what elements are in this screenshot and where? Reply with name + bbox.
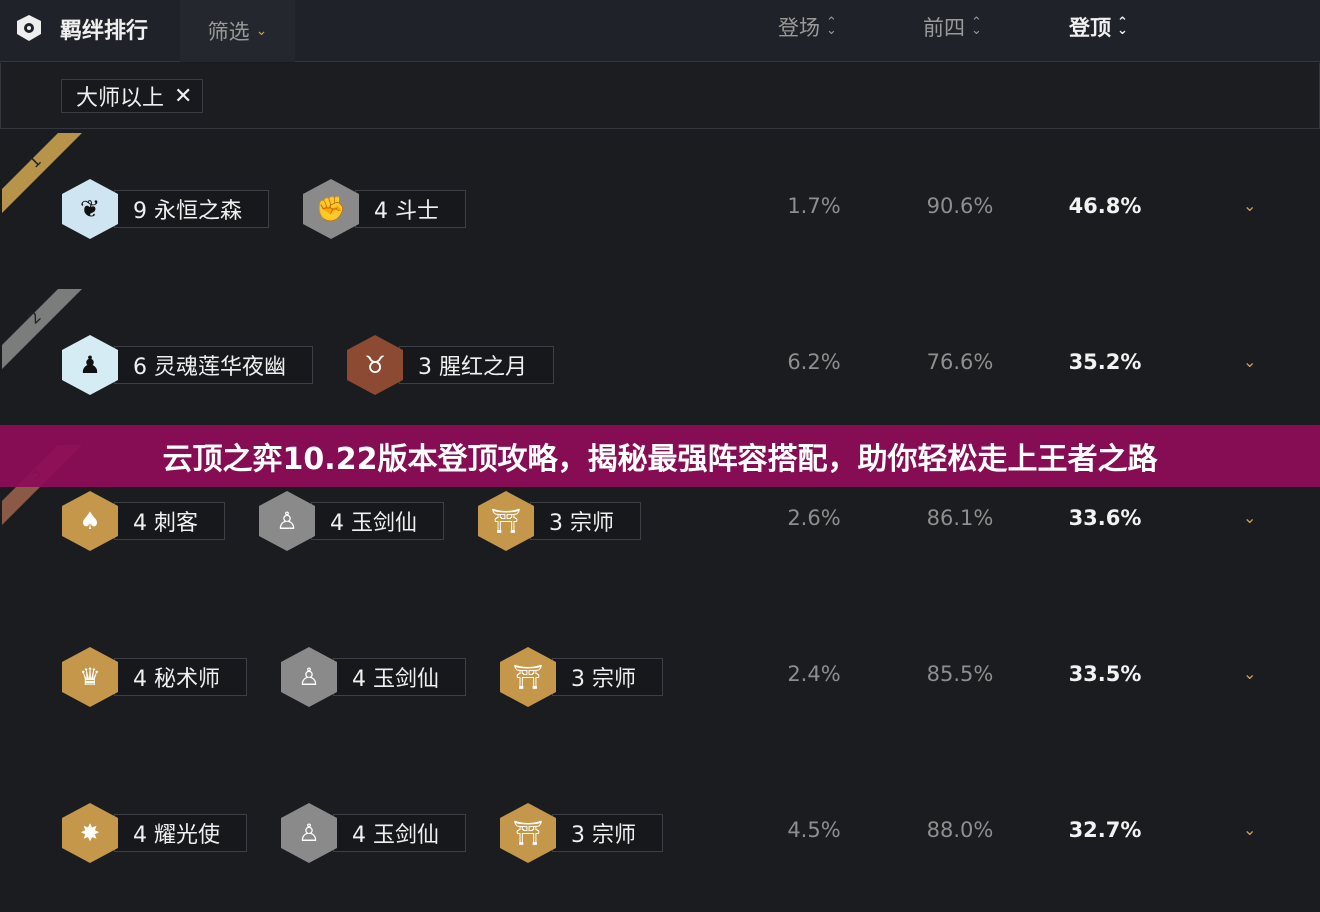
- sort-icon: ⌃ ⌄: [826, 15, 837, 38]
- table-row[interactable]: 1 ❦ 9 永恒之森 ✊ 4 斗士 1.7% 90.6% 46.8% ⌄: [0, 130, 1320, 286]
- overlay-banner: 云顶之弈10.22版本登顶攻略，揭秘最强阵容搭配，助你轻松走上王者之路: [0, 425, 1320, 487]
- table-row[interactable]: 2 ♟ 6 灵魂莲华夜幽 ♉ 3 腥红之月 6.2% 76.6% 35.2% ⌄: [0, 286, 1320, 442]
- top4-rate: 88.0%: [926, 818, 994, 842]
- trait-label: 4 刺客: [114, 502, 225, 540]
- trait-item[interactable]: ✊ 4 斗士: [303, 179, 466, 239]
- sort-icon: ⌃ ⌄: [1117, 15, 1128, 38]
- torii-icon: ⛩: [500, 803, 556, 863]
- top4-rate: 76.6%: [926, 350, 994, 374]
- expand-chevron-icon[interactable]: ⌄: [1243, 664, 1257, 683]
- lantern-icon: ♟: [62, 335, 118, 395]
- top4-rate: 90.6%: [926, 194, 994, 218]
- torii-icon: ⛩: [478, 491, 534, 551]
- trait-label: 4 玉剑仙: [311, 502, 444, 540]
- win-rate: 33.5%: [1068, 662, 1142, 686]
- appear-rate: 6.2%: [787, 350, 841, 374]
- trait-label: 4 玉剑仙: [333, 658, 466, 696]
- trait-item[interactable]: ♙ 4 玉剑仙: [259, 491, 444, 551]
- active-filters-bar: 大师以上 ✕: [0, 63, 1320, 129]
- column-header-appear: 登场: [778, 16, 820, 40]
- top4-rate: 85.5%: [926, 662, 994, 686]
- win-rate: 32.7%: [1068, 818, 1142, 842]
- trait-item[interactable]: ✸ 4 耀光使: [62, 803, 247, 863]
- table-row[interactable]: ✸ 4 耀光使 ♙ 4 玉剑仙 ⛩ 3 宗师 4.5% 88.0% 32.7% ⌄: [0, 754, 1320, 910]
- filter-label: 筛选: [207, 20, 250, 44]
- trait-list: ♛ 4 秘术师 ♙ 4 玉剑仙 ⛩ 3 宗师: [62, 647, 663, 707]
- trait-label: 3 宗师: [552, 658, 663, 696]
- meditation-icon: ♙: [259, 491, 315, 551]
- appear-rate: 2.6%: [787, 506, 841, 530]
- trait-label: 4 秘术师: [114, 658, 247, 696]
- trait-label: 4 玉剑仙: [333, 814, 466, 852]
- filter-dropdown[interactable]: 筛选 ⌄: [180, 0, 295, 62]
- rank-ribbon: 2: [2, 289, 82, 369]
- column-header-win: 登顶: [1069, 16, 1111, 40]
- crown-icon: ♛: [62, 647, 118, 707]
- appear-rate: 2.4%: [787, 662, 841, 686]
- appear-rate: 1.7%: [787, 194, 841, 218]
- chevron-down-icon: ⌄: [255, 23, 268, 39]
- sprout-icon: ❦: [62, 179, 118, 239]
- column-header-top4: 前四: [923, 16, 965, 40]
- trait-label: 4 耀光使: [114, 814, 247, 852]
- meditation-icon: ♙: [281, 647, 337, 707]
- trait-label: 3 宗师: [530, 502, 641, 540]
- fist-icon: ✊: [303, 179, 359, 239]
- table-row[interactable]: 3♠4 刺客♙4 玉剑仙⛩3 宗师2.6%86.1%33.6%⌄: [0, 442, 1320, 598]
- trait-list: ✸ 4 耀光使 ♙ 4 玉剑仙 ⛩ 3 宗师: [62, 803, 663, 863]
- app-logo-icon: [17, 15, 41, 41]
- sort-appear[interactable]: 登场 ⌃ ⌄: [778, 12, 837, 42]
- trait-item[interactable]: ⛩ 3 宗师: [478, 491, 641, 551]
- trait-label: 3 宗师: [552, 814, 663, 852]
- filter-chip-label: 大师以上: [76, 86, 165, 111]
- trait-list: ♠ 4 刺客 ♙ 4 玉剑仙 ⛩ 3 宗师: [62, 491, 641, 551]
- trait-list: ❦ 9 永恒之森 ✊ 4 斗士: [62, 179, 466, 239]
- top-bar: 羁绊排行 筛选 ⌄ 登场 ⌃ ⌄ 前四 ⌃ ⌄ 登顶 ⌃ ⌄: [0, 0, 1320, 62]
- trait-item[interactable]: ⛩ 3 宗师: [500, 647, 663, 707]
- trait-label: 4 斗士: [355, 190, 466, 228]
- trait-label: 3 腥红之月: [399, 346, 554, 384]
- hood-icon: ♠: [62, 491, 118, 551]
- torii-icon: ⛩: [500, 647, 556, 707]
- demon-icon: ♉: [347, 335, 403, 395]
- trait-item[interactable]: ♉ 3 腥红之月: [347, 335, 554, 395]
- filter-chip[interactable]: 大师以上 ✕: [61, 79, 204, 113]
- trait-item[interactable]: ❦ 9 永恒之森: [62, 179, 269, 239]
- sunburst-icon: ✸: [62, 803, 118, 863]
- meditation-icon: ♙: [281, 803, 337, 863]
- win-rate: 33.6%: [1068, 506, 1142, 530]
- trait-item[interactable]: ♟ 6 灵魂莲华夜幽: [62, 335, 313, 395]
- trait-label: 9 永恒之森: [114, 190, 269, 228]
- trait-item[interactable]: ♙ 4 玉剑仙: [281, 803, 466, 863]
- sort-icon: ⌃ ⌄: [971, 15, 982, 38]
- close-icon[interactable]: ✕: [174, 83, 193, 109]
- trait-list: ♟ 6 灵魂莲华夜幽 ♉ 3 腥红之月: [62, 335, 554, 395]
- trait-item[interactable]: ⛩ 3 宗师: [500, 803, 663, 863]
- expand-chevron-icon[interactable]: ⌄: [1243, 508, 1257, 527]
- expand-chevron-icon[interactable]: ⌄: [1243, 820, 1257, 839]
- table-row[interactable]: ♛ 4 秘术师 ♙ 4 玉剑仙 ⛩ 3 宗师 2.4% 85.5% 33.5% ⌄: [0, 598, 1320, 754]
- trait-item[interactable]: ♛ 4 秘术师: [62, 647, 247, 707]
- expand-chevron-icon[interactable]: ⌄: [1243, 352, 1257, 371]
- trait-label: 6 灵魂莲华夜幽: [114, 346, 313, 384]
- page-title: 羁绊排行: [60, 19, 149, 44]
- appear-rate: 4.5%: [787, 818, 841, 842]
- trait-item[interactable]: ♠ 4 刺客: [62, 491, 225, 551]
- trait-item[interactable]: ♙ 4 玉剑仙: [281, 647, 466, 707]
- expand-chevron-icon[interactable]: ⌄: [1243, 196, 1257, 215]
- sort-win[interactable]: 登顶 ⌃ ⌄: [1069, 12, 1128, 42]
- top4-rate: 86.1%: [926, 506, 994, 530]
- win-rate: 46.8%: [1068, 194, 1142, 218]
- sort-top4[interactable]: 前四 ⌃ ⌄: [923, 12, 982, 42]
- win-rate: 35.2%: [1068, 350, 1142, 374]
- rank-ribbon: 1: [2, 133, 82, 213]
